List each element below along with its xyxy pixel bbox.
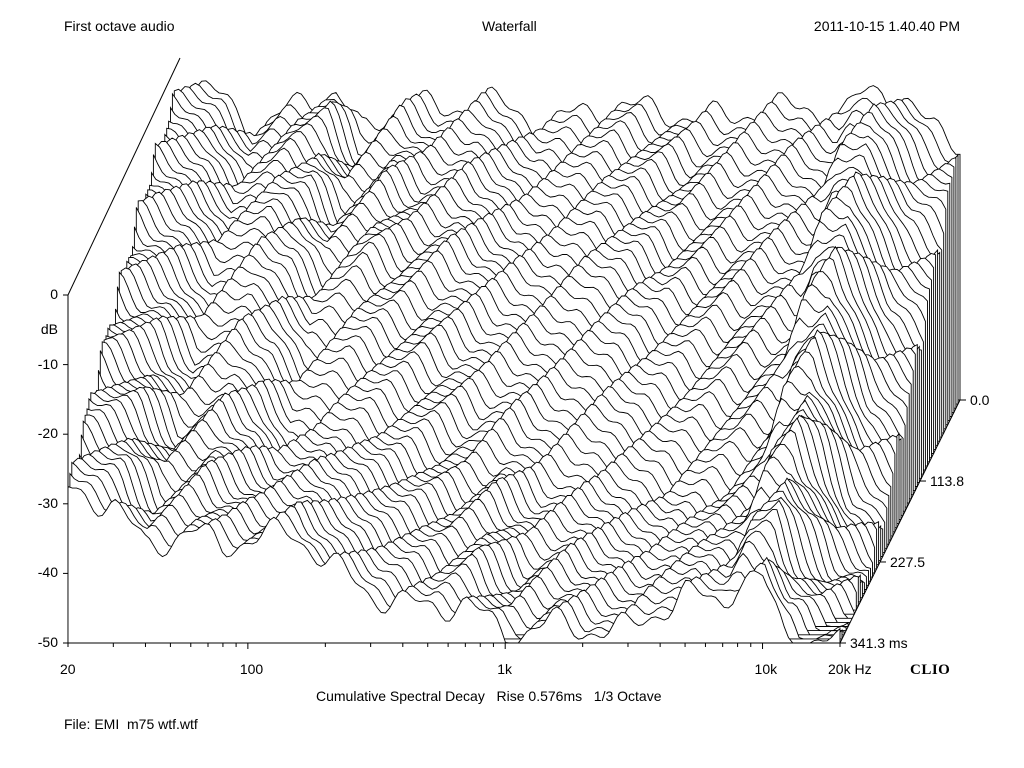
y-tick-label: 0	[50, 286, 58, 302]
x-tick-label: 10k	[754, 661, 778, 677]
y-tick-label: -50	[37, 634, 58, 650]
y-tick-label: -10	[37, 355, 58, 372]
left-depth-edge	[67, 57, 181, 296]
axis-ticks	[63, 294, 966, 649]
z-tick-label: 0.0	[970, 392, 990, 408]
x-tick-label: 100	[239, 661, 264, 677]
y-tick-label: -40	[37, 564, 58, 581]
x-tick-label: 1k	[497, 661, 512, 677]
y-tick-label: -20	[37, 425, 58, 442]
z-tick-label: 341.3 ms	[850, 635, 908, 651]
z-tick-label: 113.8	[929, 473, 964, 490]
header-timestamp: 2011-10-15 1.40.40 PM	[813, 18, 960, 34]
y-axis-label: dB	[40, 320, 58, 337]
x-axis-caption: Cumulative Spectral Decay Rise 0.576ms 1…	[316, 688, 662, 704]
header-left-title: First octave audio	[64, 18, 175, 34]
decay-curves	[67, 80, 961, 644]
chart-title: Waterfall	[482, 18, 537, 34]
z-tick-label: 227.5	[890, 553, 926, 570]
decay-slice	[67, 485, 841, 644]
x-tick-label: 20	[60, 661, 76, 677]
x-tick-label: 20k Hz	[828, 661, 872, 677]
file-name-label: File: EMI m75 wtf.wtf	[64, 716, 198, 732]
clio-logo: CLIO	[910, 662, 951, 678]
y-tick-label: -30	[37, 494, 58, 511]
